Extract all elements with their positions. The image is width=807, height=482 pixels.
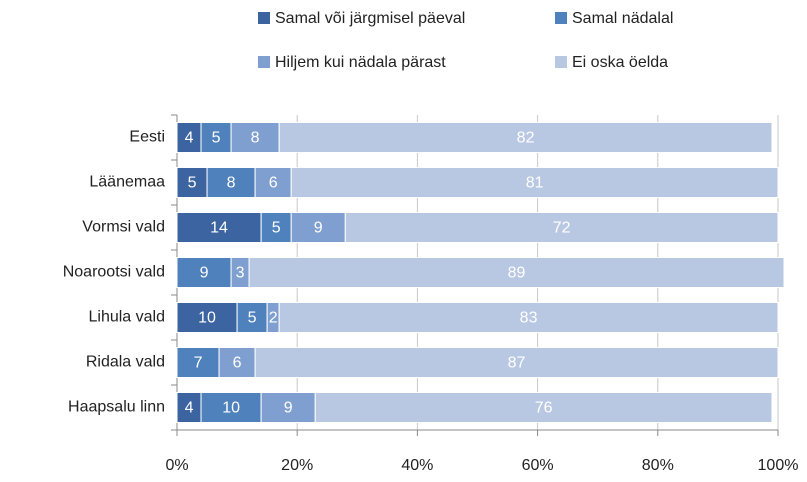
bar-segment xyxy=(176,302,238,333)
data-label: 8 xyxy=(227,175,236,192)
data-label: 81 xyxy=(526,175,544,192)
bar-segment xyxy=(278,302,779,333)
data-label: 9 xyxy=(284,400,293,417)
y-tick-label: Noarootsi vald xyxy=(63,264,165,281)
data-label: 9 xyxy=(314,220,323,237)
bar-segment xyxy=(176,122,202,153)
bar-segment xyxy=(344,212,779,243)
y-tick-label: Ridala vald xyxy=(86,354,165,371)
bar-segment xyxy=(254,347,779,378)
legend-swatch xyxy=(555,12,567,24)
bar-segment xyxy=(254,167,292,198)
bar-segment xyxy=(176,392,202,423)
bar-segment xyxy=(176,347,220,378)
bar-segment xyxy=(290,167,779,198)
x-tick-label: 80% xyxy=(642,457,674,474)
x-tick-label: 20% xyxy=(281,457,313,474)
data-label: 76 xyxy=(535,400,553,417)
data-label: 5 xyxy=(212,130,221,147)
bar-segment xyxy=(200,122,232,153)
data-label: 5 xyxy=(272,220,281,237)
legend-label: Samal nädalal xyxy=(572,10,673,27)
bar-segment xyxy=(278,122,773,153)
data-label: 7 xyxy=(194,355,203,372)
data-label: 82 xyxy=(517,130,535,147)
data-label: 4 xyxy=(185,400,194,417)
data-label: 4 xyxy=(185,130,194,147)
data-label: 87 xyxy=(508,355,526,372)
x-tick-label: 60% xyxy=(522,457,554,474)
x-tick-label: 40% xyxy=(401,457,433,474)
data-label: 5 xyxy=(188,175,197,192)
bar-segment xyxy=(260,212,292,243)
data-label: 9 xyxy=(200,265,209,282)
data-label: 5 xyxy=(248,310,257,327)
data-label: 8 xyxy=(251,130,260,147)
bar-segment xyxy=(176,257,232,288)
legend-swatch xyxy=(555,56,567,68)
bar-segment xyxy=(230,122,280,153)
y-tick-label: Läänemaa xyxy=(89,174,165,191)
y-tick-label: Vormsi vald xyxy=(82,219,165,236)
legend-swatch xyxy=(258,56,270,68)
legend-label: Ei oska öelda xyxy=(572,54,668,71)
data-label: 6 xyxy=(269,175,278,192)
y-tick-label: Eesti xyxy=(129,129,165,146)
data-label: 83 xyxy=(520,310,538,327)
legend-swatch xyxy=(258,12,270,24)
data-label: 72 xyxy=(553,220,571,237)
data-label: 3 xyxy=(236,265,245,282)
legend-label: Hiljem kui nädala pärast xyxy=(275,54,446,71)
bar-segment xyxy=(206,167,256,198)
data-label: 10 xyxy=(222,400,240,417)
data-label: 14 xyxy=(210,220,228,237)
x-tick-label: 0% xyxy=(165,457,188,474)
legend-label: Samal või järgmisel päeval xyxy=(275,10,465,27)
x-tick-label: 100% xyxy=(758,457,799,474)
data-label: 2 xyxy=(269,310,278,327)
y-tick-label: Lihula vald xyxy=(89,309,166,326)
bar-segment xyxy=(248,257,785,288)
data-label: 6 xyxy=(233,355,242,372)
y-tick-label: Haapsalu linn xyxy=(68,399,165,416)
data-label: 89 xyxy=(508,265,526,282)
bar-segment xyxy=(314,392,773,423)
data-label: 10 xyxy=(198,310,216,327)
